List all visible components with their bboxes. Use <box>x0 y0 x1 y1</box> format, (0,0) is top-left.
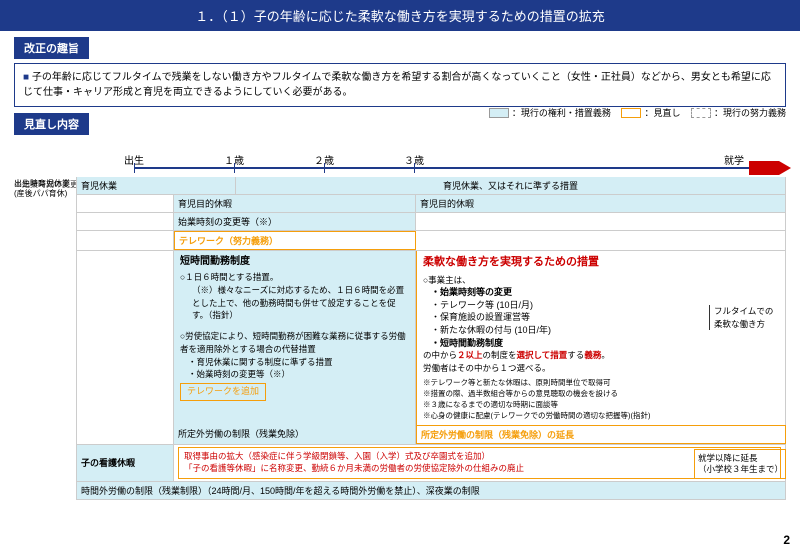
page-title: １．（１）子の年齢に応じた柔軟な働き方を実現するための措置の拡充 <box>0 0 800 31</box>
row-start-time: 始業時刻の変更等（※） <box>76 213 786 231</box>
purpose-text: 子の年齢に応じてフルタイムで残業をしない働き方やフルタイムで柔軟な働き方を希望す… <box>23 72 771 98</box>
purpose-label: 改正の趣旨 <box>14 37 89 59</box>
timeline: 出生 １歳 ２歳 ３歳 就学 <box>14 157 786 177</box>
row-telework-effort: テレワーク（努力義務） <box>76 231 786 251</box>
nursing-leave-changes: 取得事由の拡大（感染症に伴う学級閉鎖等、入園（入学）式及び卒園式を追加） 「子の… <box>178 447 781 479</box>
row-overtime-regulation: 時間外労働の制限（残業制限）（24時間/月、150時間/年を超える時間外労働を禁… <box>76 482 786 500</box>
telework-add-box: テレワークを追加 <box>180 383 266 401</box>
purpose-box: ■ 子の年齢に応じてフルタイムで残業をしない働き方やフルタイムで柔軟な働き方を希… <box>14 63 786 107</box>
row-nursing-leave: 子の看護休暇 取得事由の拡大（感染症に伴う学級閉鎖等、入園（入学）式及び卒園式を… <box>76 445 786 482</box>
short-time-work-box: 短時間勤務制度 ○１日６時間とする措置。 （※）様々なニーズに対応するため、１日… <box>174 251 416 425</box>
row-childcare-leave: 育児休業 育児休業、又はそれに準ずる措置 <box>76 177 786 195</box>
review-label: 見直し内容 <box>14 113 89 135</box>
flexible-work-box: 柔軟な働き方を実現するための措置 ○事業主は、 ・始業時刻等の変更 ・テレワーク… <box>416 251 785 425</box>
nursing-extension-note: 就学以降に延長 （小学校３年生まで） <box>694 449 786 479</box>
row-main-detail: 短時間勤務制度 ○１日６時間とする措置。 （※）様々なニーズに対応するため、１日… <box>76 251 786 425</box>
side-label-birth-leave: 出生時育児休業 (産後パパ育休) <box>14 179 72 198</box>
diagram-content: 出生 １歳 ２歳 ３歳 就学 出生時育児休業 (産後パパ育休) 育児休業 育児休… <box>14 157 786 177</box>
row-childcare-purpose-leave: 育児目的休暇 育児目的休暇 <box>76 195 786 213</box>
page-number: 2 <box>783 533 790 547</box>
legend: ：現行の権利・措置義務 ：見直し ：現行の努力義務 <box>481 106 786 119</box>
row-overtime-limit: 所定外労働の制限（残業免除） 所定外労働の制限（残業免除）の延長 <box>76 425 786 445</box>
